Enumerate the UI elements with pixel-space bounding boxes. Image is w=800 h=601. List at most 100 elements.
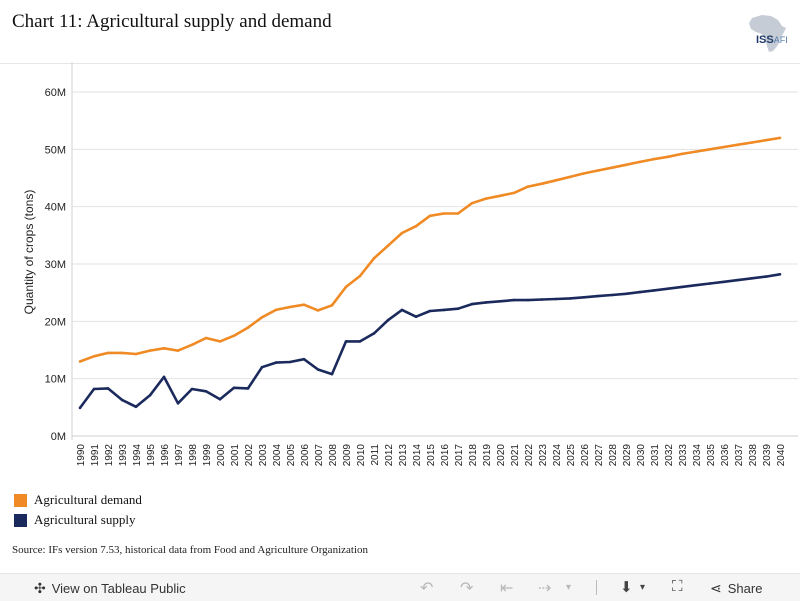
data-point[interactable] (442, 308, 446, 312)
undo-icon[interactable]: ↶ (420, 580, 434, 597)
data-point[interactable] (582, 296, 586, 299)
data-point[interactable] (190, 387, 194, 391)
data-point[interactable] (638, 290, 642, 294)
data-point[interactable] (484, 301, 488, 304)
data-point[interactable] (358, 340, 362, 343)
data-point[interactable] (540, 182, 544, 185)
data-point[interactable] (330, 304, 334, 307)
redo-icon[interactable]: ↷ (460, 580, 474, 597)
data-point[interactable] (568, 175, 572, 179)
data-point[interactable] (302, 303, 306, 307)
data-point[interactable] (652, 289, 656, 292)
data-point[interactable] (344, 340, 348, 343)
data-point[interactable] (652, 157, 656, 161)
data-point[interactable] (568, 297, 572, 300)
legend-item-supply[interactable]: Agricultural supply (14, 510, 142, 530)
data-point[interactable] (400, 231, 404, 235)
fullscreen-icon[interactable]: ⛶ (672, 578, 683, 595)
data-point[interactable] (582, 172, 586, 175)
series-line-demand[interactable] (79, 136, 781, 363)
data-point[interactable] (708, 282, 712, 285)
refresh-dropdown-icon[interactable]: ▾ (566, 582, 572, 593)
data-point[interactable] (246, 326, 250, 329)
data-point[interactable] (778, 273, 782, 276)
data-point[interactable] (722, 145, 726, 149)
data-point[interactable] (162, 375, 166, 379)
data-point[interactable] (274, 308, 278, 312)
data-point[interactable] (232, 386, 236, 390)
revert-icon[interactable]: ⇤ (500, 580, 514, 597)
data-point[interactable] (176, 349, 180, 352)
data-point[interactable] (540, 298, 544, 301)
data-point[interactable] (414, 315, 418, 319)
data-point[interactable] (78, 360, 82, 363)
data-point[interactable] (218, 340, 222, 343)
data-point[interactable] (316, 368, 320, 371)
data-point[interactable] (176, 402, 180, 405)
data-point[interactable] (372, 332, 376, 335)
data-point[interactable] (666, 287, 670, 291)
data-point[interactable] (610, 166, 614, 169)
data-point[interactable] (750, 277, 754, 280)
data-point[interactable] (134, 352, 138, 356)
view-on-tableau-button[interactable]: ✣ View on Tableau Public (34, 580, 186, 597)
data-point[interactable] (218, 398, 222, 401)
data-point[interactable] (162, 347, 166, 350)
data-point[interactable] (764, 275, 768, 278)
data-point[interactable] (470, 201, 474, 205)
data-point[interactable] (288, 305, 292, 309)
data-point[interactable] (316, 309, 320, 312)
data-point[interactable] (456, 307, 460, 311)
data-point[interactable] (120, 398, 124, 402)
data-point[interactable] (344, 285, 348, 289)
data-point[interactable] (358, 274, 362, 278)
data-point[interactable] (92, 387, 96, 391)
data-point[interactable] (596, 294, 600, 298)
data-point[interactable] (106, 351, 110, 355)
data-point[interactable] (302, 357, 306, 361)
data-point[interactable] (694, 150, 698, 153)
data-point[interactable] (400, 308, 404, 312)
data-point[interactable] (260, 365, 264, 369)
data-point[interactable] (232, 334, 236, 338)
data-point[interactable] (484, 197, 488, 200)
data-point[interactable] (624, 163, 628, 167)
data-point[interactable] (498, 300, 502, 303)
data-point[interactable] (526, 185, 530, 188)
data-point[interactable] (260, 316, 264, 319)
data-point[interactable] (512, 191, 516, 195)
series-line-supply[interactable] (78, 273, 781, 409)
data-point[interactable] (512, 298, 516, 302)
share-button[interactable]: ⋖ Share (710, 580, 762, 597)
data-point[interactable] (456, 212, 460, 215)
data-point[interactable] (680, 285, 684, 289)
legend-item-demand[interactable]: Agricultural demand (14, 490, 142, 510)
data-point[interactable] (428, 214, 432, 218)
data-point[interactable] (526, 298, 530, 302)
data-point[interactable] (778, 136, 782, 140)
data-point[interactable] (204, 390, 208, 393)
data-point[interactable] (498, 194, 502, 198)
data-point[interactable] (764, 138, 768, 142)
data-point[interactable] (750, 141, 754, 144)
data-point[interactable] (288, 360, 292, 364)
data-point[interactable] (722, 280, 726, 284)
data-point[interactable] (736, 143, 740, 146)
data-point[interactable] (92, 355, 96, 358)
data-point[interactable] (190, 343, 194, 347)
data-point[interactable] (78, 406, 82, 410)
refresh-icon[interactable]: ⇢ (538, 580, 552, 597)
data-point[interactable] (736, 278, 740, 282)
data-point[interactable] (666, 155, 670, 159)
data-point[interactable] (386, 244, 390, 247)
data-point[interactable] (148, 349, 152, 352)
data-point[interactable] (610, 293, 614, 297)
download-icon[interactable]: ⬇ (620, 579, 633, 596)
data-point[interactable] (680, 152, 684, 156)
data-point[interactable] (428, 309, 432, 313)
data-point[interactable] (554, 179, 558, 182)
data-point[interactable] (624, 292, 628, 296)
data-point[interactable] (638, 160, 642, 164)
data-point[interactable] (386, 318, 390, 322)
data-point[interactable] (694, 283, 698, 287)
